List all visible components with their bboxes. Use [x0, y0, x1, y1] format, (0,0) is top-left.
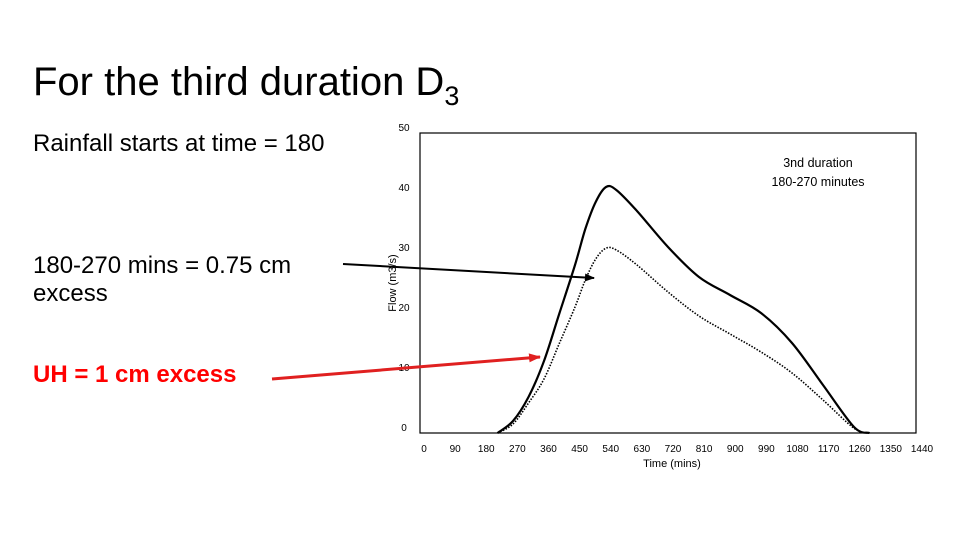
x-tick-label: 360 [540, 444, 557, 455]
series-line-solid [496, 184, 870, 435]
y-axis-label: Flow (m3/s) [387, 254, 399, 311]
x-tick-label: 450 [571, 444, 588, 455]
x-tick-label: 1440 [911, 444, 934, 455]
x-tick-label: 270 [509, 444, 526, 455]
y-axis-ticks: 01020304050 [398, 123, 410, 434]
y-tick-label: 50 [398, 123, 410, 134]
slide-title-text: For the third duration D [33, 60, 445, 104]
x-tick-label: 0 [421, 444, 427, 455]
plot-area [419, 132, 917, 434]
x-tick-label: 1170 [818, 444, 840, 455]
unit-hydrograph-note: UH = 1 cm excess [33, 361, 237, 388]
annotation-line-2: 180-270 minutes [771, 175, 864, 189]
x-tick-label: 1260 [849, 444, 872, 455]
annotation-line-1: 3nd duration [783, 156, 853, 170]
x-tick-label: 1080 [786, 444, 809, 455]
x-axis-label: Time (mins) [643, 458, 701, 470]
x-tick-label: 180 [478, 444, 495, 455]
x-tick-label: 540 [602, 444, 619, 455]
series-layer [496, 184, 870, 435]
x-tick-label: 900 [727, 444, 744, 455]
x-tick-label: 720 [665, 444, 682, 455]
uh-arrow [271, 353, 541, 381]
x-axis-ticks: 0 90 180 270 360 450 540 630 720 810 900 990 1080 117… [421, 444, 933, 455]
excess-arrow [342, 263, 595, 282]
x-tick-label: 90 [450, 444, 462, 455]
slide-title: For the third duration D3 [33, 60, 459, 112]
rainfall-start-note: Rainfall starts at time = 180 [33, 130, 325, 157]
y-tick-label: 30 [398, 243, 410, 254]
y-tick-label: 40 [398, 183, 410, 194]
x-tick-label: 810 [696, 444, 713, 455]
x-tick-label: 1350 [880, 444, 903, 455]
x-tick-label: 990 [758, 444, 775, 455]
excess-rainfall-note: 180-270 mins = 0.75 cm excess [33, 252, 292, 307]
x-tick-label: 630 [634, 444, 651, 455]
y-tick-label: 20 [398, 303, 410, 314]
y-tick-label: 0 [401, 423, 407, 434]
slide-title-subscript: 3 [444, 81, 460, 111]
series-line-dotted [497, 246, 870, 434]
